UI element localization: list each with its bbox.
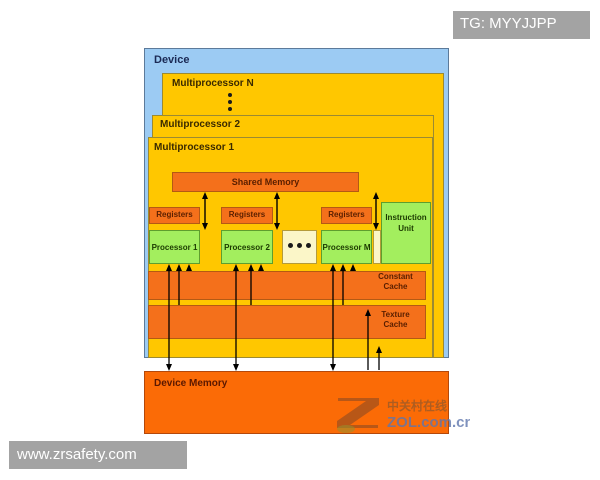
svg-text:ZOL.com.cn: ZOL.com.cn [387,414,470,431]
svg-text:中关村在线: 中关村在线 [387,398,447,413]
